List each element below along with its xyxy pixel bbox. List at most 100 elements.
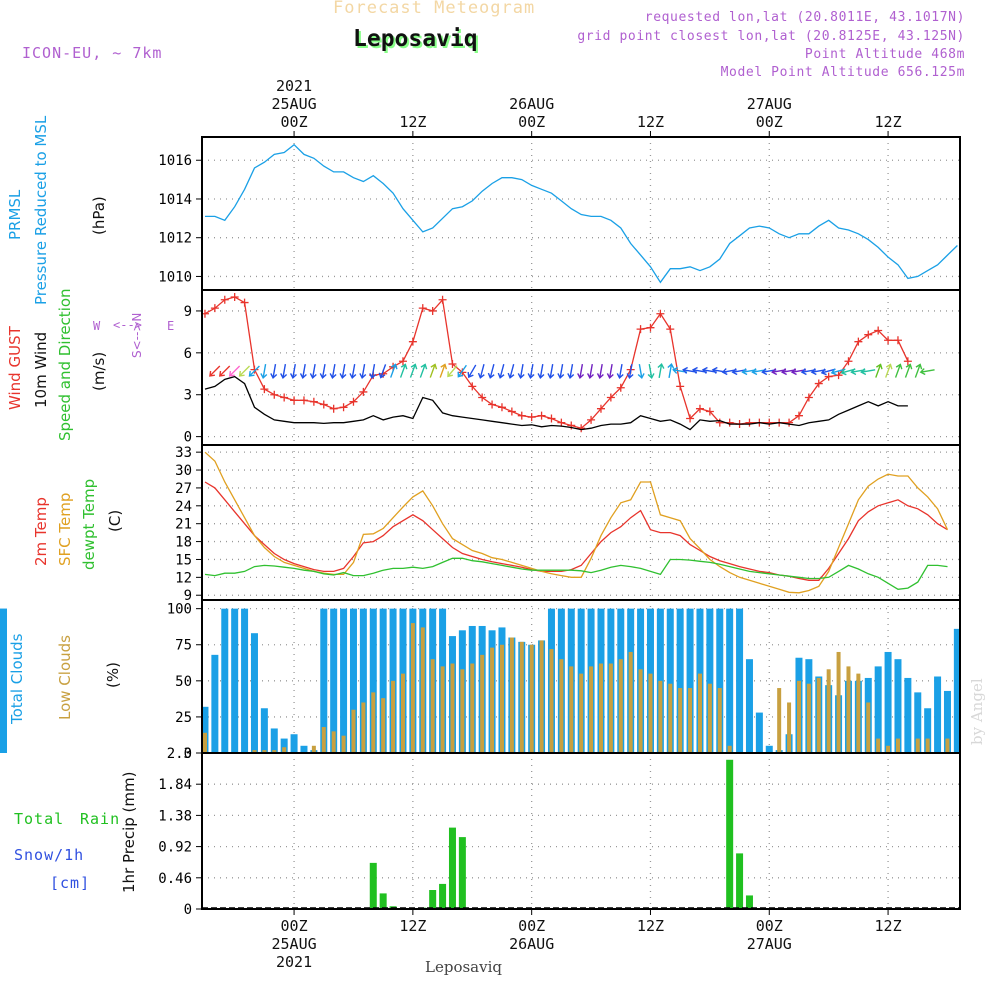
total-cloud-bar: [934, 676, 942, 753]
low-cloud-bar: [430, 659, 435, 753]
gust-marker: [408, 337, 417, 346]
low-cloud-bar: [796, 680, 801, 753]
gust-marker: [438, 295, 447, 304]
wind-arrow: [577, 363, 585, 380]
gust-marker: [398, 357, 407, 366]
precip-bar: [369, 862, 377, 909]
low-cloud-bar: [371, 692, 376, 753]
wind-arrow: [657, 362, 665, 379]
x-bottom-label: 00Z: [281, 917, 308, 935]
wind-arrow-shape: [606, 363, 614, 380]
wind-arrow: [904, 363, 913, 378]
wind-arrow: [527, 363, 535, 380]
total-cloud-bar: [666, 608, 674, 753]
wind-arrow-shape: [626, 363, 634, 380]
wind-arrow: [409, 363, 418, 378]
low-cloud-bar: [628, 651, 633, 753]
low-cloud-bar: [519, 641, 524, 753]
low-cloud-bar: [381, 698, 386, 753]
total-cloud-bar: [676, 608, 684, 753]
total-cloud-bar: [716, 608, 724, 753]
wind-arrow: [517, 363, 525, 380]
wind-arrow-shape: [875, 363, 883, 378]
low-cloud-bar: [945, 738, 950, 753]
gust-marker: [814, 379, 823, 388]
total-cloud-bar: [874, 666, 882, 753]
x-top-label: 27AUG: [747, 95, 792, 113]
gust-marker: [497, 403, 506, 412]
low-cloud-bar: [470, 663, 475, 753]
low-cloud-bar: [668, 683, 673, 753]
total-cloud-bar: [943, 690, 951, 753]
gust-marker: [270, 390, 279, 399]
y-tick-label: 18: [175, 535, 192, 551]
panel-frame: [201, 289, 961, 446]
low-cloud-bar: [569, 666, 574, 753]
wind-arrow: [238, 365, 251, 377]
total-cloud-bar: [201, 706, 209, 753]
wind-arrow: [596, 363, 604, 380]
wind-arrow-shape: [577, 363, 585, 380]
wind-arrow-shape: [885, 363, 893, 378]
gust-marker: [874, 326, 883, 335]
low-cloud-bar: [658, 680, 663, 753]
gust-marker: [844, 357, 853, 366]
precip-bar: [448, 827, 456, 909]
wind-arrow: [507, 364, 515, 379]
low-cloud-bar: [202, 732, 207, 753]
gust-marker: [785, 418, 794, 427]
gust-marker: [646, 323, 655, 332]
low-cloud-bar: [499, 644, 504, 753]
compass-e: E: [167, 319, 175, 333]
y-tick-label: 3: [184, 388, 192, 404]
y-tick-label: 50: [175, 674, 192, 690]
total-cloud-bar: [340, 608, 348, 753]
wind-arrow: [477, 364, 485, 379]
wind-arrow-shape: [439, 363, 448, 378]
series-prmsl-line: [205, 143, 958, 284]
gust-marker: [695, 404, 704, 413]
wind-arrow: [429, 363, 438, 378]
wind-arrow-shape: [537, 363, 545, 380]
y-tick-label: 0: [184, 430, 192, 446]
gust-marker: [676, 382, 685, 391]
wind-arrow: [557, 363, 565, 380]
total-cloud-bar: [369, 608, 377, 753]
wind-arrow: [369, 363, 377, 380]
location-title: Leposaviq: [353, 26, 478, 52]
wind-arrow-shape: [637, 363, 645, 380]
low-cloud-bar: [915, 738, 920, 753]
wind-arrow-shape: [390, 363, 398, 378]
total-cloud-bar: [755, 712, 763, 753]
wind-arrow: [457, 364, 467, 378]
wind-arrow-shape: [586, 363, 594, 380]
low-cloud-bar: [480, 654, 485, 753]
gust-marker: [577, 424, 586, 433]
model-label: ICON-EU, ~ 7km: [22, 44, 163, 62]
precip-rain-label: Rain: [80, 810, 121, 828]
gust-marker: [319, 400, 328, 409]
gust-marker: [596, 404, 605, 413]
gust-marker: [636, 325, 645, 334]
wind-arrow-shape: [830, 368, 846, 376]
low-cloud-bar: [400, 673, 405, 753]
gust-marker: [804, 393, 813, 402]
gust-marker: [220, 295, 229, 304]
series-2m-temp-line: [204, 481, 948, 581]
gust-marker: [468, 382, 477, 391]
x-top-label: 25AUG: [271, 95, 316, 113]
x-top-label: 00Z: [281, 113, 308, 131]
wind-arrow-shape: [487, 364, 495, 379]
low-cloud-bar: [688, 688, 693, 753]
total-cloud-bar: [330, 608, 338, 753]
total-cloud-bar: [914, 692, 922, 753]
gust-marker: [290, 396, 299, 405]
wind-arrow: [309, 363, 317, 380]
gust-marker: [705, 407, 714, 416]
x-bottom-label: 00Z: [518, 917, 545, 935]
total-cloud-bar: [349, 608, 357, 753]
gust-marker: [250, 365, 259, 374]
wind-arrow-shape: [457, 364, 467, 378]
wind-arrow: [319, 363, 327, 380]
